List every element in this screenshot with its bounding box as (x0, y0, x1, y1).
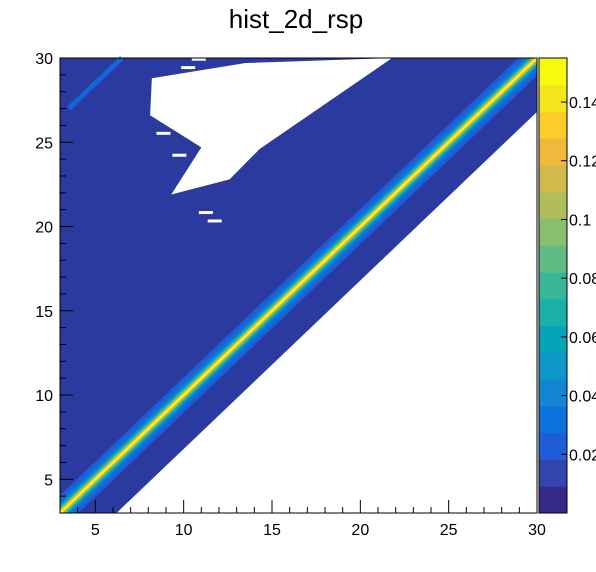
heatmap-empty-bin (156, 131, 171, 135)
colorbar-swatch (539, 405, 567, 434)
y-tick-label: 20 (35, 220, 53, 237)
x-tick-label: 25 (440, 522, 458, 539)
x-tick-label: 10 (175, 522, 193, 539)
heatmap-empty-bin (258, 71, 273, 75)
heatmap-empty-bin (172, 153, 187, 157)
heatmap-empty-bin (168, 89, 183, 93)
heatmap-empty-bin (297, 99, 312, 103)
colorbar-swatch (539, 165, 567, 193)
colorbar-tick-label: 0.06 (569, 330, 596, 347)
heatmap-empty-bin (319, 81, 333, 85)
chart-title: hist_2d_rsp (229, 4, 363, 34)
colorbar-swatch (539, 58, 567, 86)
heatmap-empty-bin (223, 91, 238, 95)
colorbar-swatch (539, 379, 567, 407)
y-tick-label: 30 (35, 51, 53, 68)
colorbar-swatch (539, 352, 567, 380)
x-tick-label: 15 (263, 522, 281, 539)
colorbar-swatch (539, 272, 567, 300)
heatmap-empty-bin (191, 57, 206, 61)
colorbar-swatch (539, 191, 567, 220)
y-tick-label: 5 (44, 472, 53, 489)
colorbar-swatch (539, 138, 567, 166)
heatmap-empty-bin (266, 113, 280, 117)
colorbar-swatch (539, 459, 567, 487)
colorbar-frame (538, 57, 568, 514)
colorbar-swatch (539, 325, 567, 353)
x-tick-label: 5 (91, 522, 100, 539)
colorbar-swatch (539, 298, 567, 327)
heatmap-band (60, 58, 537, 513)
colorbar-swatch (539, 245, 567, 273)
heatmap-empty-bin (198, 211, 213, 215)
colorbar-swatch (539, 486, 567, 514)
colorbar-tick-label: 0.04 (569, 389, 596, 406)
colorbar-swatch (539, 432, 567, 460)
heatmap-empty-bin (207, 219, 222, 223)
heatmap-empty-region (150, 58, 393, 195)
colorbar-swatch (539, 84, 567, 113)
plot-frame (59, 57, 538, 514)
colorbar-tick-label: 0.08 (569, 271, 596, 288)
colorbar-swatch (539, 218, 567, 246)
heatmap-empty-bin (181, 66, 196, 70)
heatmap-empty-bin (304, 62, 319, 66)
colorbar-tick-label: 0.14 (569, 95, 596, 112)
x-tick-label: 30 (528, 522, 546, 539)
heatmap-empty-bin (184, 175, 199, 179)
y-tick-label: 10 (35, 388, 53, 405)
colorbar-tick-label: 0.12 (569, 154, 596, 171)
y-tick-label: 25 (35, 135, 53, 152)
y-tick-label: 15 (35, 304, 53, 321)
colorbar-tick-label: 0.1 (569, 212, 591, 229)
colorbar-tick-label: 0.02 (569, 447, 596, 464)
heatmap-empty-bin (345, 67, 360, 71)
heatmap-streak (67, 56, 124, 111)
colorbar-swatch (539, 111, 567, 139)
heatmap-empty-bin (234, 126, 249, 130)
x-tick-label: 20 (351, 522, 369, 539)
